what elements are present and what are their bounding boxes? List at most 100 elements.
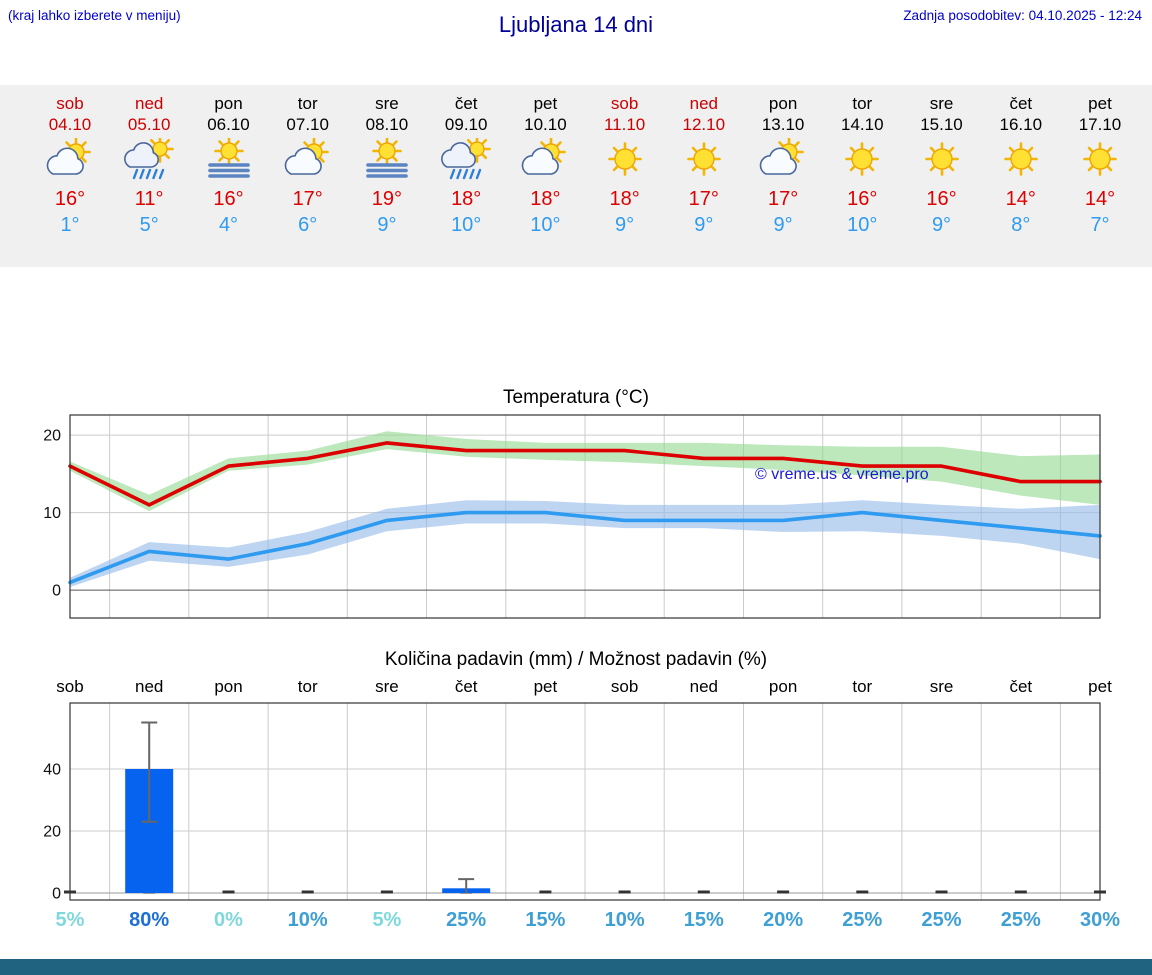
day-max-temp: 16° [54,188,86,210]
zero-precip-tick [301,890,314,894]
watermark-link[interactable]: © vreme.us & vreme.pro [755,466,929,483]
sunny-icon [924,142,959,176]
precip-day-label: sob [610,677,639,696]
day-name: sob [610,94,639,113]
day-date: 04.10 [48,115,92,134]
day-column[interactable]: pon 13.10 17° 9° [744,85,823,237]
day-max-temp: 17° [688,188,719,210]
day-date: 09.10 [444,115,488,134]
day-min-temp: 9° [931,214,952,236]
zero-precip-tick [539,890,552,894]
day-column[interactable]: sre 15.10 16° 9° [902,85,981,237]
svg-text:20: 20 [43,824,61,841]
day-column[interactable]: sob 04.10 16° 1° [31,85,110,237]
day-column[interactable]: sob 11.10 18° 9° [585,85,664,237]
day-max-temp: 18° [530,188,561,210]
svg-text:0: 0 [52,583,61,600]
page-title: Ljubljana 14 dni [498,12,654,37]
sun-fog-icon [207,138,250,178]
day-max-temp: 16° [213,188,244,210]
day-max-temp: 19° [371,188,403,210]
min-temperature-band [70,500,1100,587]
zero-precip-tick [856,890,869,894]
day-date: 15.10 [920,115,963,134]
sunny-icon [1003,142,1038,176]
day-name: sob [56,94,84,113]
precip-day-label: pet [1088,677,1112,696]
day-date: 14.10 [841,115,884,134]
temperature-chart-title: Temperatura (°C) [503,387,649,408]
sun-cloud-icon [759,138,804,175]
spacer [0,267,1152,385]
day-date: 16.10 [999,115,1043,134]
page-header: (kraj lahko izberete v meniju) Ljubljana… [0,0,1152,85]
day-max-temp: 16° [926,188,957,210]
day-min-temp: 9° [615,214,635,236]
precip-probability: 80% [129,909,170,931]
day-min-temp: 9° [377,214,397,236]
sunny-icon [1083,142,1117,176]
day-column[interactable]: pet 17.10 14° 7° [1061,85,1140,237]
precip-day-label: sob [56,677,84,696]
sunny-icon [686,142,721,176]
precipitation-section: Količina padavin (mm) / Možnost padavin … [0,647,1152,936]
day-name: sre [929,94,954,113]
precip-day-label: pon [768,677,798,696]
day-column[interactable]: čet 16.10 14° 8° [981,85,1060,237]
precip-probability: 25% [842,909,883,931]
day-min-temp: 4° [218,214,239,236]
day-column[interactable]: tor 07.10 17° 6° [268,85,347,237]
sun-rain-icon [441,138,491,180]
sun-fog-icon [366,138,408,178]
zero-precip-tick [935,890,948,894]
day-min-temp: 9° [773,214,793,236]
precip-probability: 15% [683,909,724,931]
day-column[interactable]: pon 06.10 16° 4° [189,85,268,237]
day-column[interactable]: ned 12.10 17° 9° [664,85,743,237]
sun-cloud-icon [284,138,329,175]
day-min-temp: 7° [1090,214,1110,236]
menu-hint: (kraj lahko izberete v meniju) [8,8,181,23]
day-name: ned [689,94,718,113]
day-name: pon [768,94,798,113]
precip-day-label: pon [214,677,243,696]
day-name: čet [454,94,478,113]
precip-probability: 30% [1079,909,1121,931]
day-name: ned [135,94,164,113]
temperature-chart: 0 10 20 © vreme.us & vreme.pro [43,414,1102,619]
zero-precip-tick [1014,890,1027,894]
day-max-temp: 16° [847,188,878,210]
day-column[interactable]: čet 09.10 18° 10° [427,85,506,237]
precip-probability: 20% [763,909,804,931]
day-min-temp: 5° [139,214,159,236]
sun-cloud-icon [46,138,91,175]
day-date: 11.10 [603,115,646,134]
day-column[interactable]: tor 14.10 16° 10° [823,85,902,237]
max-temperature-line [68,441,1102,507]
day-min-temp: 10° [847,214,878,236]
day-date: 17.10 [1078,115,1122,134]
day-date: 12.10 [682,115,726,134]
precip-day-label: sre [375,677,399,696]
precip-probability: 10% [604,909,645,931]
precip-probability: 0% [214,909,243,931]
day-date: 07.10 [286,115,329,134]
precip-day-labels-row: sob ned pon tor sre čet pet sob ned pon tor sre čet p… [0,675,1152,701]
day-date: 10.10 [524,115,567,134]
zero-precip-tick [380,890,393,894]
svg-text:20: 20 [43,428,61,445]
day-name: tor [297,94,318,113]
precip-chart-title: Količina padavin (mm) / Možnost padavin … [384,649,768,670]
day-name: tor [852,94,873,113]
day-max-temp: 18° [451,188,482,210]
zero-precip-tick [222,890,235,894]
day-min-temp: 1° [60,214,80,236]
last-updated: Zadnja posodobitev: 04.10.2025 - 12:24 [903,8,1142,23]
sun-cloud-icon [522,138,567,175]
day-column[interactable]: ned 05.10 11° 5° [110,85,189,237]
sunny-icon [845,142,880,176]
day-max-temp: 14° [1084,188,1116,210]
day-name: čet [1009,94,1033,113]
day-column[interactable]: pet 10.10 18° 10° [506,85,585,237]
day-column[interactable]: sre 08.10 19° 9° [347,85,426,237]
